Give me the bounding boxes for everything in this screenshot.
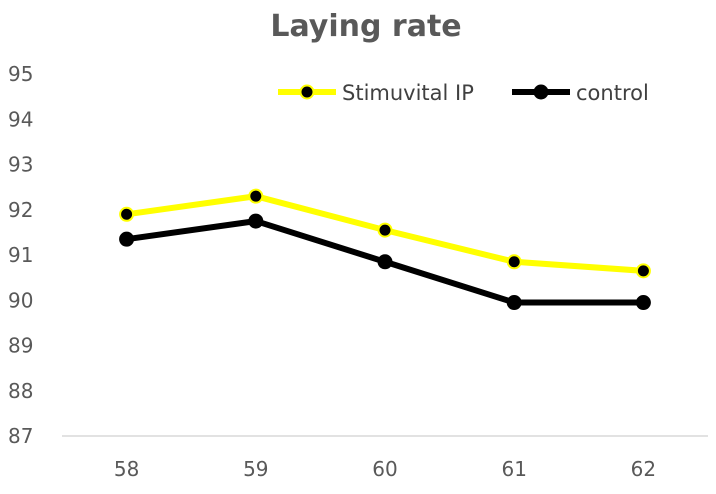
chart-title: Laying rate — [270, 9, 461, 44]
y-tick-label: 93 — [8, 153, 33, 177]
legend-item: control — [512, 81, 649, 105]
data-point — [248, 213, 264, 229]
x-tick-label: 61 — [501, 457, 526, 481]
data-point — [119, 206, 135, 222]
y-tick-label: 88 — [8, 379, 33, 403]
y-axis: 87 88 89 90 91 92 93 94 95 — [8, 62, 33, 448]
y-tick-label: 92 — [8, 198, 33, 222]
y-tick-label: 89 — [8, 334, 33, 358]
data-point — [377, 254, 393, 270]
y-tick-label: 95 — [8, 62, 33, 86]
data-point — [377, 222, 393, 238]
data-point — [248, 188, 264, 204]
legend-label: Stimuvital IP — [342, 81, 474, 105]
x-tick-label: 62 — [631, 457, 656, 481]
x-tick-label: 58 — [114, 457, 139, 481]
data-point — [635, 263, 651, 279]
y-tick-label: 94 — [8, 107, 33, 131]
y-tick-label: 90 — [8, 288, 33, 312]
data-point — [506, 295, 522, 311]
x-tick-label: 60 — [372, 457, 397, 481]
legend-label: control — [576, 81, 649, 105]
x-axis: 58 59 60 61 62 — [114, 457, 656, 481]
x-tick-label: 59 — [243, 457, 268, 481]
legend-item: Stimuvital IP — [278, 81, 474, 105]
series-0 — [119, 188, 651, 279]
legend-swatch-marker — [299, 84, 315, 100]
data-point — [506, 254, 522, 270]
y-tick-label: 91 — [8, 243, 33, 267]
y-tick-label: 87 — [8, 424, 33, 448]
data-point — [119, 231, 135, 247]
series-1 — [119, 213, 651, 311]
series-layer — [119, 188, 651, 311]
data-point — [635, 295, 651, 311]
legend: Stimuvital IP control — [278, 81, 649, 105]
legend-swatch-marker — [533, 84, 549, 100]
